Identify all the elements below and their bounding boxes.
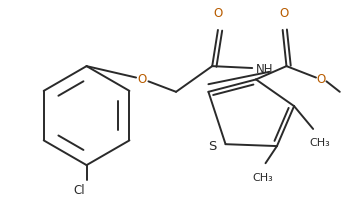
- Text: NH: NH: [256, 63, 274, 76]
- Text: S: S: [208, 140, 216, 153]
- Text: CH₃: CH₃: [309, 138, 330, 148]
- Text: O: O: [137, 73, 147, 86]
- Text: O: O: [213, 7, 223, 20]
- Text: O: O: [279, 7, 288, 20]
- Text: Cl: Cl: [73, 184, 85, 197]
- Text: CH₃: CH₃: [252, 173, 273, 183]
- Text: O: O: [316, 73, 325, 86]
